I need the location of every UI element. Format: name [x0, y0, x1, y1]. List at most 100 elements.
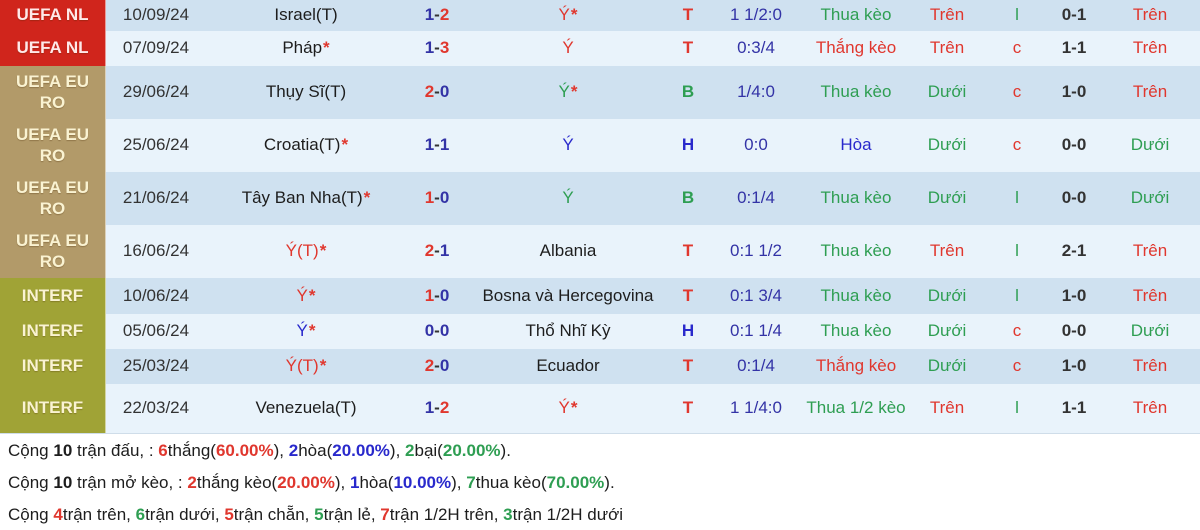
score-home: 0 — [424, 321, 435, 341]
summary-segment: 10.00% — [393, 473, 452, 492]
home-star-marker: * — [308, 285, 316, 305]
score-away: 2 — [439, 398, 450, 418]
home-team-name: Tây Ban Nha(T) — [241, 188, 363, 208]
even-odd: c — [1012, 321, 1022, 341]
summary-segment: 3 — [503, 505, 513, 524]
match-row: INTERF 22/03/24 Venezuela(T) 1-2 Ý * T 1 … — [0, 384, 1200, 433]
match-date: 25/06/24 — [122, 135, 190, 155]
summary-segment: 4 — [53, 505, 63, 524]
score-home: 1 — [424, 5, 435, 25]
over-under-ht: Trên — [1132, 398, 1168, 418]
summary-segment: 20.00% — [332, 441, 390, 460]
home-team: Israel(T) — [206, 0, 406, 31]
ht-score: 1-1 — [1061, 38, 1087, 58]
league-badge: UEFA EURO — [0, 66, 106, 119]
handicap-odds: 0:3/4 — [737, 38, 775, 58]
league-badge: INTERF — [0, 349, 106, 384]
score-home: 2 — [424, 82, 435, 102]
over-under-ft: Dưới — [927, 82, 967, 102]
match-row: UEFA NL 10/09/24 Israel(T) 1-2 Ý * T 1 1/… — [0, 0, 1200, 31]
ht-score: 1-0 — [1061, 356, 1087, 376]
handicap-result: Thắng kèo — [815, 38, 897, 58]
handicap-result: Thua kèo — [820, 241, 892, 261]
handicap-result: Thua kèo — [820, 285, 892, 305]
summary-segment: 20.00% — [277, 473, 335, 492]
over-under-ft: Dưới — [927, 356, 967, 376]
match-date: 07/09/24 — [122, 38, 190, 58]
score-dash: - — [434, 5, 440, 25]
score-dash: - — [434, 321, 440, 341]
ft-score: 1-2 — [406, 0, 468, 31]
handicap-odds: 1/4:0 — [737, 82, 775, 102]
match-date: 21/06/24 — [122, 188, 190, 208]
match-row: UEFA EURO 21/06/24 Tây Ban Nha(T) * 1-0 Ý… — [0, 172, 1200, 225]
summary-segment: 5 — [314, 505, 324, 524]
home-star-marker: * — [319, 241, 327, 261]
over-under-ht: Dưới — [1130, 321, 1170, 341]
score-away: 1 — [439, 241, 450, 261]
home-team-name: Ý — [296, 285, 308, 305]
away-team-name: Thổ Nhĩ Kỳ — [525, 321, 611, 341]
result-letter: T — [682, 241, 694, 261]
home-star-marker: * — [341, 135, 349, 155]
away-team: Albania — [468, 225, 668, 278]
match-date: 25/03/24 — [122, 356, 190, 376]
away-team-name: Ý — [558, 82, 570, 102]
handicap-result: Thua 1/2 kèo — [806, 398, 906, 418]
ht-score: 0-0 — [1061, 135, 1087, 155]
ht-score: 1-0 — [1061, 285, 1087, 305]
home-team: Thụy Sĩ(T) — [206, 66, 406, 119]
over-under-ft: Trên — [929, 5, 965, 25]
league-label: INTERF — [21, 398, 84, 418]
summary-segment: 6 — [158, 441, 168, 460]
home-team: Ý * — [206, 278, 406, 314]
result-letter: T — [682, 285, 694, 305]
league-label: UEFA NL — [16, 5, 89, 25]
summary-segment: hòa( — [359, 473, 394, 492]
score-dash: - — [434, 398, 440, 418]
ht-score: 1-1 — [1061, 398, 1087, 418]
ht-score: 1-0 — [1061, 82, 1087, 102]
summary-section: Cộng 10 trận đấu, : 6thắng(60.00%), 2hòa… — [0, 433, 1200, 530]
ft-score: 1-2 — [406, 384, 468, 433]
summary-segment: 5 — [224, 505, 234, 524]
ft-score: 1-0 — [406, 172, 468, 225]
summary-segment: thắng( — [167, 441, 216, 460]
even-odd: c — [1012, 135, 1022, 155]
result-letter: B — [681, 82, 695, 102]
score-home: 1 — [424, 38, 435, 58]
over-under-ft: Trên — [929, 398, 965, 418]
league-badge: UEFA EURO — [0, 119, 106, 172]
summary-segment: trận 1/2H trên, — [389, 505, 504, 524]
away-team: Ý — [468, 172, 668, 225]
summary-segment: trận dưới, — [145, 505, 225, 524]
summary-segment: 7 — [466, 473, 476, 492]
league-label: UEFA NL — [16, 38, 89, 58]
score-away: 0 — [439, 285, 450, 305]
away-star-marker: * — [570, 82, 578, 102]
score-away: 0 — [439, 321, 450, 341]
score-away: 2 — [439, 5, 450, 25]
away-team: Thổ Nhĩ Kỳ — [468, 314, 668, 349]
match-row: INTERF 10/06/24 Ý * 1-0 Bosna và Hercegov… — [0, 278, 1200, 314]
result-letter: H — [681, 135, 695, 155]
ht-score: 0-0 — [1061, 188, 1087, 208]
home-team-name: Pháp — [282, 38, 323, 58]
match-history-table: UEFA NL 10/09/24 Israel(T) 1-2 Ý * T 1 1/… — [0, 0, 1200, 433]
match-row: UEFA EURO 16/06/24 Ý(T) * 2-1 Albania T 0… — [0, 225, 1200, 278]
score-dash: - — [434, 135, 440, 155]
over-under-ft: Trên — [929, 241, 965, 261]
handicap-result: Hòa — [840, 135, 872, 155]
home-star-marker: * — [319, 356, 327, 376]
score-away: 0 — [439, 188, 450, 208]
league-badge: UEFA NL — [0, 0, 106, 31]
score-dash: - — [434, 241, 440, 261]
home-star-marker: * — [323, 38, 330, 58]
away-team: Bosna và Hercegovina — [468, 278, 668, 314]
home-star-marker: * — [308, 321, 316, 341]
score-away: 1 — [439, 135, 450, 155]
home-team-name: Thụy Sĩ(T) — [265, 82, 347, 102]
score-away: 0 — [439, 356, 450, 376]
away-team-name: Ý — [562, 188, 574, 208]
